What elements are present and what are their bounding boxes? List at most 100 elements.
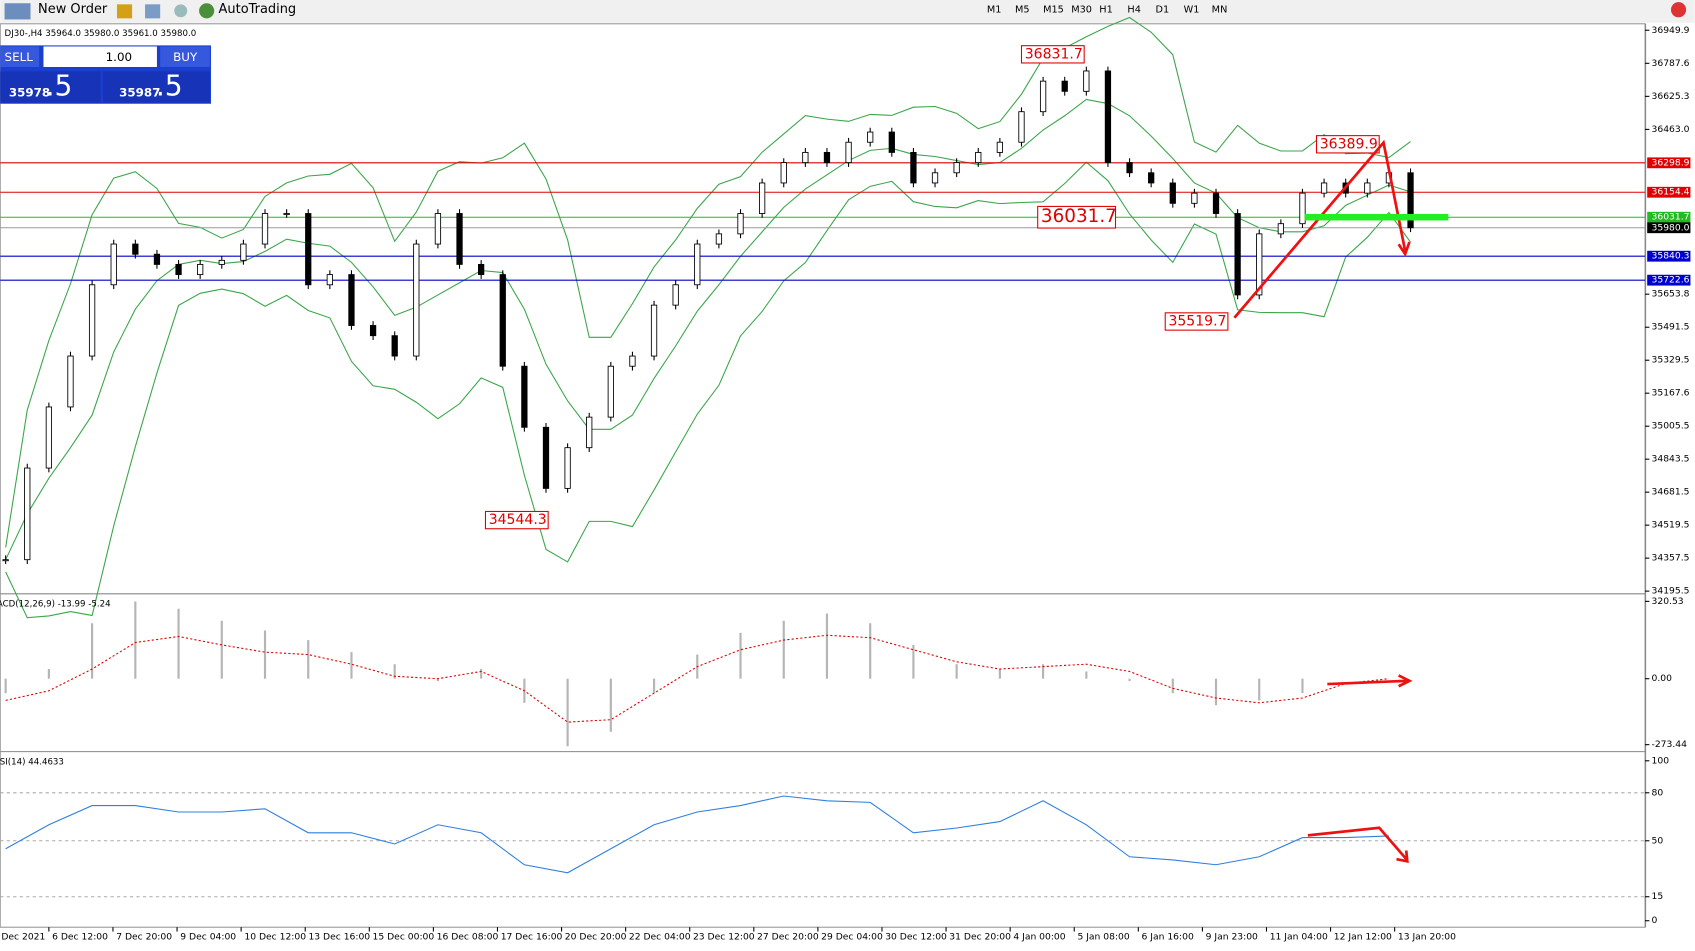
timeframe-button[interactable]: MN bbox=[1212, 5, 1228, 16]
timeframe-button[interactable]: M1 bbox=[987, 5, 1002, 16]
x-tick-label: 30 Dec 12:00 bbox=[885, 931, 947, 942]
macd-bar bbox=[350, 652, 353, 679]
candle bbox=[1191, 192, 1198, 204]
y-tick-label: 35329.5 bbox=[1652, 355, 1690, 366]
price-annotation-box bbox=[484, 510, 549, 530]
x-tick-label: 31 Dec 20:00 bbox=[949, 931, 1011, 942]
timeframe-button[interactable]: W1 bbox=[1184, 5, 1200, 16]
y-tick-label: 80 bbox=[1652, 787, 1664, 798]
y-tick-label: 15 bbox=[1652, 891, 1664, 902]
price-annotation: 36389.9 bbox=[1320, 136, 1378, 152]
macd-bar bbox=[4, 678, 7, 694]
sell-button[interactable] bbox=[0, 46, 40, 68]
y-tick-label: 36949.9 bbox=[1652, 25, 1690, 36]
macd-bar bbox=[1042, 664, 1045, 679]
y-tick-label: 35005.5 bbox=[1652, 421, 1690, 432]
candle bbox=[391, 335, 398, 357]
macd-arrow bbox=[1327, 674, 1413, 688]
candle bbox=[2, 559, 9, 562]
candle bbox=[996, 141, 1004, 153]
buy-button[interactable] bbox=[160, 46, 210, 68]
sell-price-box[interactable] bbox=[0, 71, 101, 103]
candle bbox=[197, 263, 204, 276]
autotrading-button[interactable]: AutoTrading bbox=[219, 2, 297, 17]
tool-icon[interactable] bbox=[145, 4, 161, 19]
candle bbox=[499, 274, 506, 367]
price-annotation-box bbox=[1037, 205, 1117, 229]
tool-icon[interactable] bbox=[116, 4, 133, 19]
macd-bar bbox=[1085, 671, 1088, 679]
chart-header: DJ30-,H4 35964.0 35980.0 35961.0 35980.0 bbox=[5, 29, 197, 39]
timeframe-button[interactable]: M5 bbox=[1015, 5, 1030, 16]
x-tick-label: 16 Dec 08:00 bbox=[437, 931, 499, 942]
price-level-label: 36031.7 bbox=[1652, 212, 1690, 223]
x-tick-label: 6 Dec 12:00 bbox=[52, 931, 108, 942]
candle bbox=[888, 131, 895, 153]
x-tick-label: 22 Dec 04:00 bbox=[629, 931, 691, 942]
candle bbox=[283, 213, 290, 216]
macd-bar bbox=[1128, 678, 1131, 682]
macd-bar bbox=[263, 630, 267, 679]
autotrading-icon[interactable] bbox=[199, 3, 215, 19]
lot-input[interactable] bbox=[43, 46, 157, 68]
y-tick-label: 34195.5 bbox=[1652, 586, 1690, 597]
timeframe-button[interactable]: H4 bbox=[1127, 5, 1140, 16]
buy-label[interactable]: BUY bbox=[173, 50, 198, 64]
buy-price-box[interactable] bbox=[102, 71, 210, 103]
buy-price: 35987 bbox=[119, 85, 160, 99]
candle bbox=[910, 151, 917, 184]
macd-bar bbox=[177, 608, 180, 679]
timeframe-button[interactable]: H1 bbox=[1099, 5, 1113, 16]
trade-panel: SELL 1.00 BUY 35978 .5 35987 .5 bbox=[0, 45, 211, 104]
candle bbox=[1083, 70, 1090, 92]
candle bbox=[758, 182, 766, 214]
price-annotation-box bbox=[1315, 135, 1380, 154]
x-tick-label: 23 Dec 12:00 bbox=[693, 931, 755, 942]
x-tick-label: 13 Jan 20:00 bbox=[1398, 931, 1456, 942]
sell-price: 35978 bbox=[9, 85, 50, 99]
y-tick-label: 0 bbox=[1652, 915, 1658, 926]
tool-icon[interactable] bbox=[174, 4, 188, 18]
price-level-label: 35840.3 bbox=[1652, 251, 1690, 262]
candle bbox=[845, 141, 852, 164]
macd-bar bbox=[566, 678, 569, 747]
alert-icon[interactable] bbox=[1670, 2, 1687, 18]
candle bbox=[1256, 233, 1263, 296]
macd-bar bbox=[307, 640, 310, 679]
candle bbox=[607, 365, 614, 418]
price-level-label: 35722.6 bbox=[1652, 275, 1690, 286]
macd-bar bbox=[393, 664, 396, 679]
timeframe-button[interactable]: M30 bbox=[1071, 5, 1092, 16]
y-tick-label: 35167.6 bbox=[1652, 388, 1690, 399]
y-tick-label: 36463.0 bbox=[1652, 124, 1690, 135]
y-tick-label: 36625.3 bbox=[1652, 91, 1690, 102]
candle bbox=[1364, 182, 1371, 194]
price-level-tag bbox=[1647, 186, 1691, 198]
candle bbox=[24, 467, 31, 561]
candle bbox=[650, 304, 658, 357]
y-tick-label: -273.44 bbox=[1652, 739, 1688, 750]
new-order-icon[interactable] bbox=[4, 3, 31, 20]
chart-area bbox=[0, 23, 1646, 928]
lot-value[interactable]: 1.00 bbox=[106, 50, 132, 64]
timeframe-button[interactable]: D1 bbox=[1155, 5, 1169, 16]
timeframe-button[interactable]: M15 bbox=[1043, 5, 1064, 16]
x-tick-label: 10 Dec 12:00 bbox=[244, 931, 306, 942]
candle bbox=[1212, 192, 1220, 214]
price-level-tag bbox=[1647, 250, 1691, 262]
sell-label[interactable]: SELL bbox=[5, 50, 34, 64]
price-level-label: 36154.4 bbox=[1652, 187, 1690, 198]
candle bbox=[931, 172, 939, 184]
macd-bar bbox=[998, 669, 1001, 679]
candle bbox=[1277, 223, 1284, 235]
candle bbox=[1126, 162, 1133, 174]
y-tick-label: 34843.5 bbox=[1652, 454, 1690, 465]
new-order-button[interactable]: New Order bbox=[38, 2, 108, 17]
price-annotation: 36831.7 bbox=[1025, 46, 1083, 62]
candle bbox=[715, 233, 723, 245]
candle bbox=[1320, 182, 1328, 194]
macd-bar bbox=[955, 664, 958, 679]
candle bbox=[823, 151, 831, 164]
x-tick-label: 12 Jan 12:00 bbox=[1334, 931, 1392, 942]
